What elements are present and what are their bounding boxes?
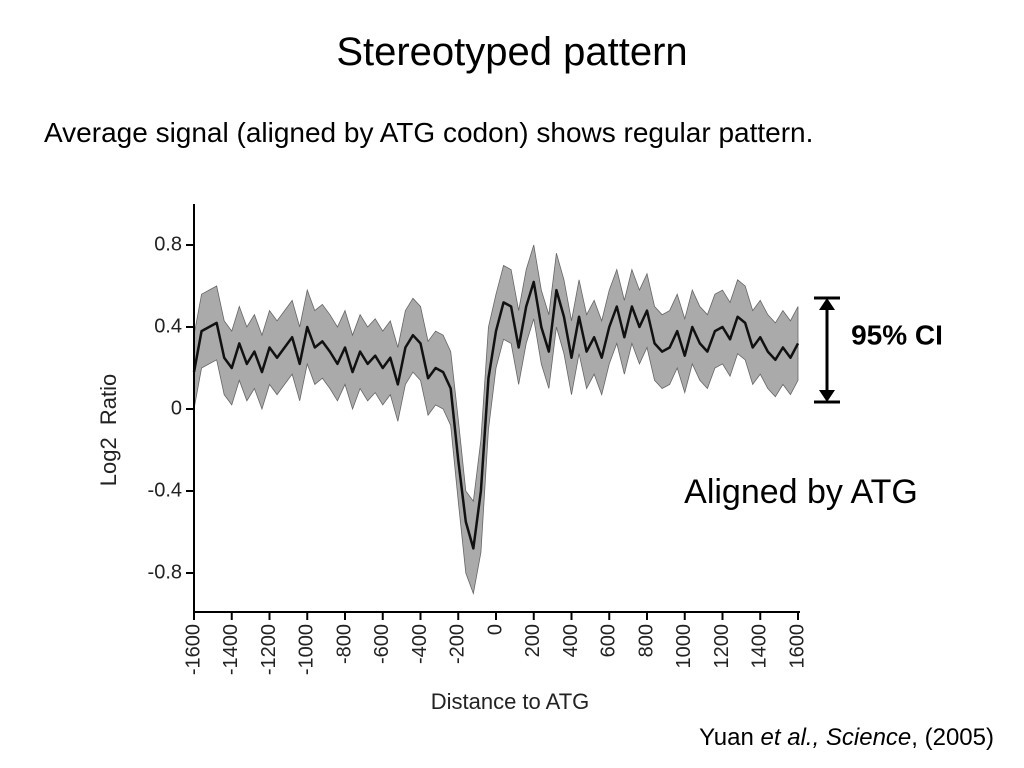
citation-part: Yuan: [699, 724, 761, 751]
x-tick-label: 1000: [673, 624, 695, 669]
x-tick-label: 400: [560, 624, 582, 657]
x-tick-label: 200: [522, 624, 544, 657]
x-tick-label: -1000: [296, 624, 318, 675]
citation-part: et al., Science: [760, 724, 912, 751]
x-tick-label: 800: [635, 624, 657, 657]
x-tick-label: 1200: [711, 624, 733, 669]
x-tick-label: 600: [598, 624, 620, 657]
ci-bracket: [814, 296, 840, 404]
x-axis-label: Distance to ATG: [431, 689, 590, 714]
x-tick-label: -1400: [220, 624, 242, 675]
annotation: Aligned by ATG: [684, 473, 918, 511]
x-tick-label: 1400: [749, 624, 771, 669]
y-tick-label: -0.4: [148, 479, 182, 501]
y-tick-label: 0: [171, 397, 182, 419]
x-tick-label: 1600: [786, 624, 808, 669]
x-tick-label: -200: [447, 624, 469, 664]
ci-annotation: 95% CI: [851, 319, 943, 350]
citation: Yuan et al., Science, (2005): [699, 724, 994, 752]
y-axis-label: Log2 Ratio: [96, 374, 121, 487]
slide-subtitle: Average signal (aligned by ATG codon) sh…: [44, 117, 814, 148]
x-tick-label: 0: [484, 624, 506, 635]
slide-title: Stereotyped pattern: [336, 30, 688, 74]
x-tick-label: -1600: [182, 624, 204, 675]
citation-part: , (2005): [911, 724, 994, 751]
confidence-band: [193, 244, 799, 596]
y-tick-label: -0.8: [148, 561, 182, 583]
y-tick-label: 0.8: [154, 233, 182, 255]
x-tick-label: -800: [333, 624, 355, 664]
x-tick-label: -1200: [258, 624, 280, 675]
y-tick-label: 0.4: [154, 315, 182, 337]
x-tick-label: -400: [409, 624, 431, 664]
x-tick-label: -600: [371, 624, 393, 664]
mean-line: [192, 280, 800, 550]
bracket-arrow: [819, 298, 835, 402]
